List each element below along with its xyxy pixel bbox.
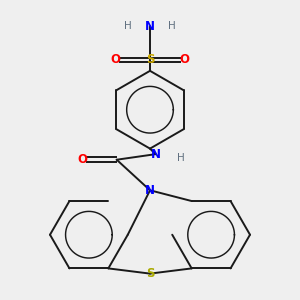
- Text: N: N: [151, 148, 160, 161]
- Text: N: N: [145, 20, 155, 33]
- Text: O: O: [180, 53, 190, 66]
- Text: S: S: [146, 267, 154, 280]
- Text: H: H: [124, 21, 132, 32]
- Text: O: O: [110, 53, 120, 66]
- Text: H: H: [177, 153, 184, 163]
- Text: H: H: [168, 21, 176, 32]
- Text: N: N: [145, 184, 155, 197]
- Text: S: S: [146, 53, 154, 66]
- Text: O: O: [77, 153, 87, 166]
